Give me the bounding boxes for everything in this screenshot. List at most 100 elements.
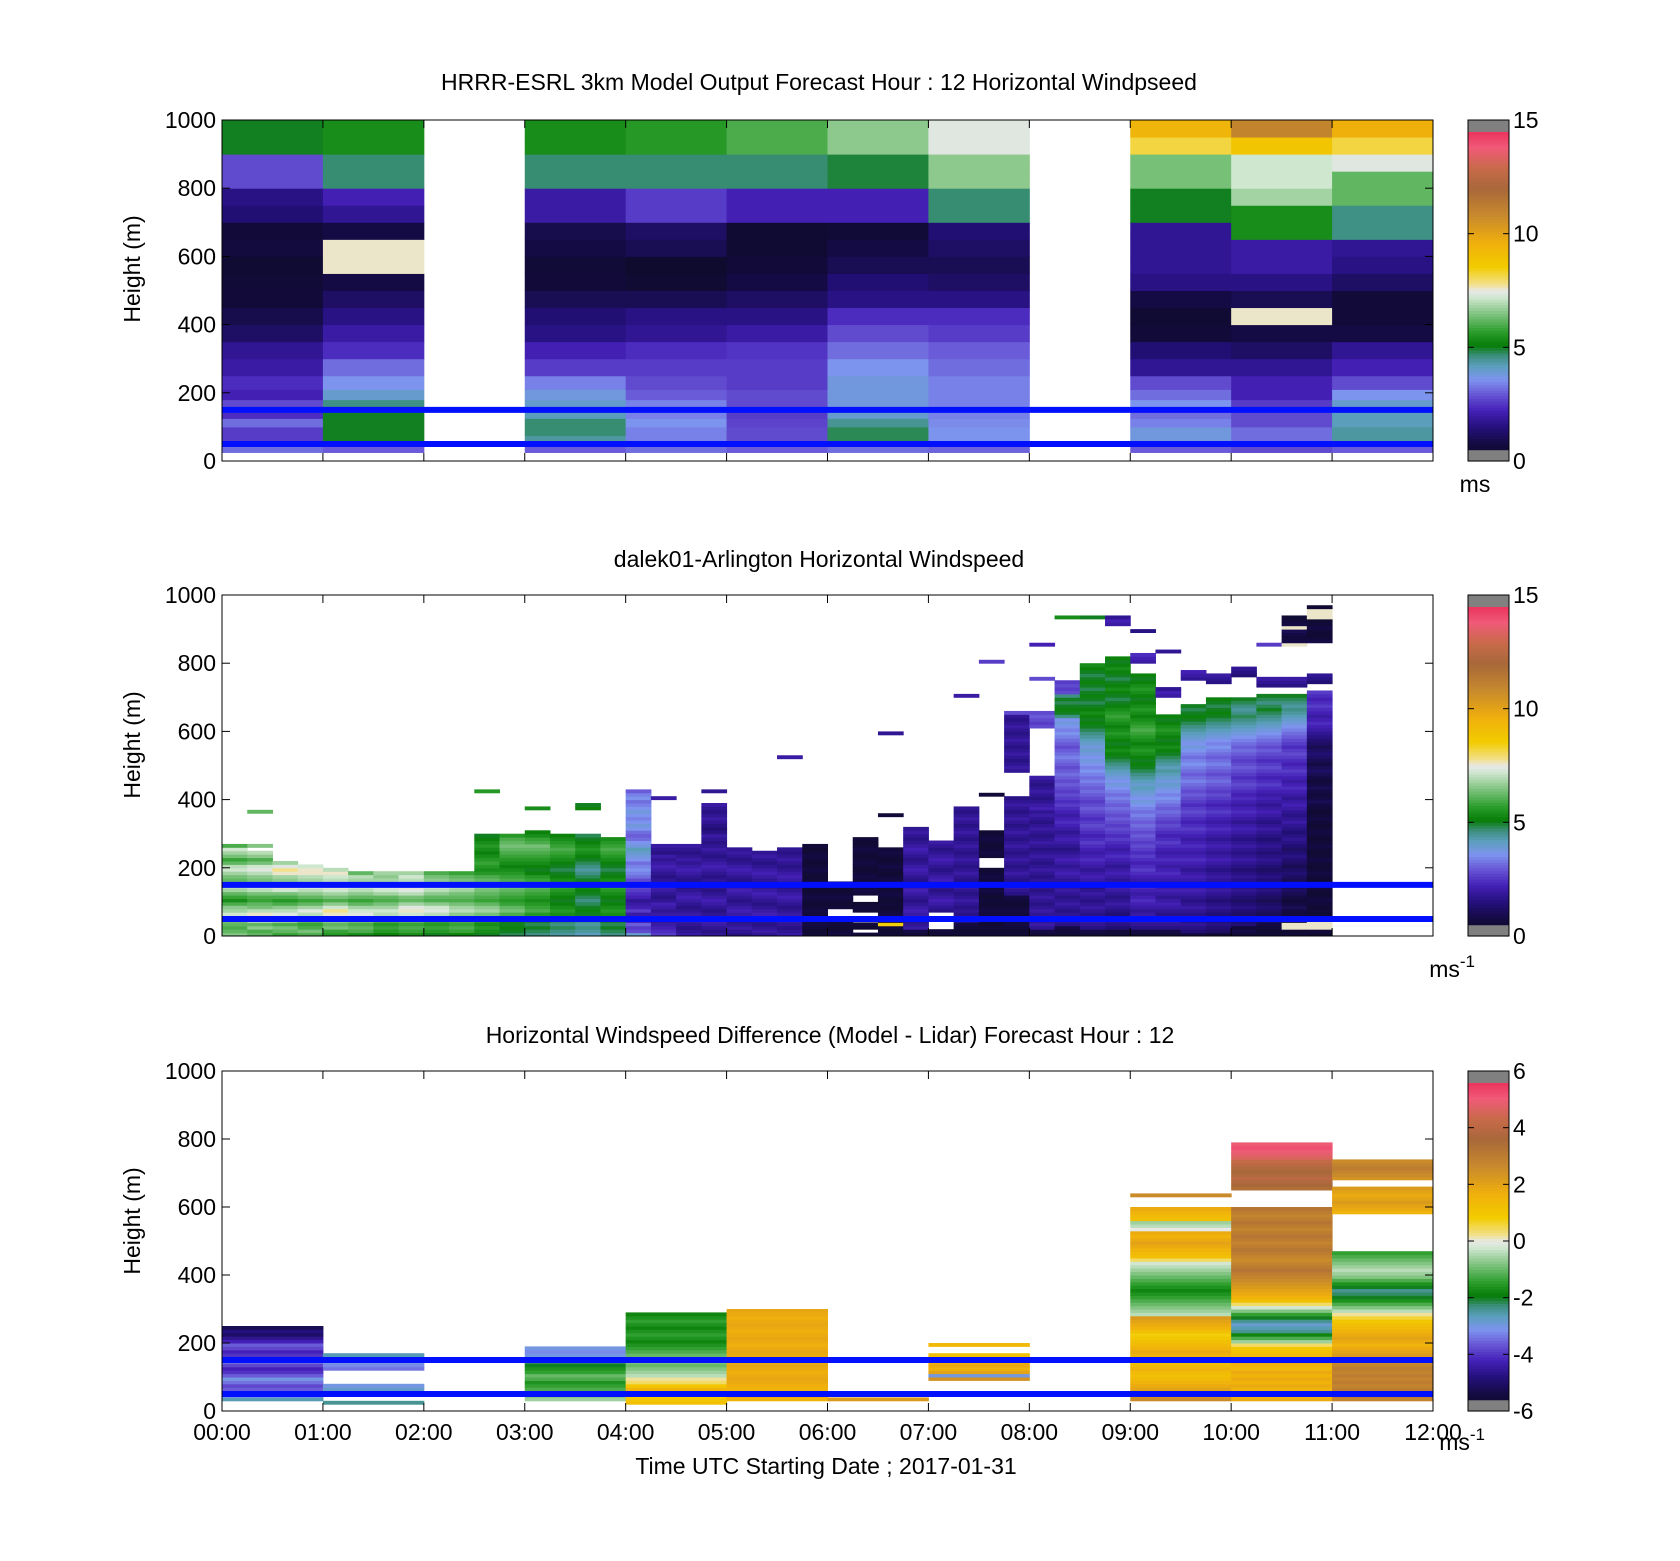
- heatmap-cell: [928, 850, 955, 855]
- heatmap-cell: [373, 932, 400, 937]
- heatmap-cell: [1231, 806, 1257, 811]
- heatmap-cell: [852, 922, 879, 927]
- heatmap-cell: [222, 1397, 324, 1402]
- heatmap-cell: [222, 188, 324, 206]
- colorbar-frame: [1467, 119, 1510, 462]
- heatmap-cell: [449, 874, 475, 879]
- colorbar-swatch: [1468, 1382, 1509, 1387]
- heatmap-cell: [1306, 673, 1333, 678]
- heatmap-cell: [625, 864, 652, 869]
- colorbar-swatch: [1468, 262, 1509, 266]
- heatmap-cell: [852, 860, 879, 865]
- heatmap-cell: [1332, 1339, 1434, 1344]
- colorbar-swatch: [1468, 893, 1509, 897]
- heatmap-cell: [1105, 833, 1131, 838]
- heatmap-cell: [1130, 789, 1156, 794]
- heatmap-cell: [701, 891, 728, 896]
- heatmap-cell: [1054, 867, 1081, 872]
- heatmap-cell: [1105, 727, 1131, 732]
- heatmap-cell: [625, 874, 652, 879]
- heatmap-cell: [1155, 768, 1182, 773]
- heatmap-cell: [726, 898, 753, 903]
- heatmap-cell: [751, 929, 778, 934]
- colorbar-swatch: [1468, 151, 1509, 155]
- heatmap-cell: [1029, 843, 1056, 848]
- colorbar-swatch: [1468, 657, 1509, 661]
- heatmap-cell: [449, 891, 475, 896]
- heatmap-cell: [625, 418, 728, 428]
- heatmap-cell: [726, 847, 753, 852]
- colorbar-swatch: [1468, 378, 1509, 383]
- heatmap-cell: [1130, 1353, 1232, 1358]
- heatmap-cell: [903, 901, 929, 906]
- colorbar-swatch: [1468, 646, 1509, 650]
- heatmap-cell: [928, 1377, 1030, 1381]
- heatmap-cell: [1054, 857, 1081, 862]
- heatmap-cell: [524, 922, 551, 927]
- heatmap-cell: [600, 912, 627, 917]
- heatmap-cell: [928, 905, 955, 910]
- heatmap-cell: [928, 1353, 1030, 1358]
- colorbar-swatch: [1468, 640, 1509, 644]
- colorbar-swatch: [1468, 1232, 1509, 1236]
- heatmap-cell: [1231, 358, 1333, 377]
- heatmap-cell: [1180, 727, 1207, 732]
- heatmap-cell: [1054, 901, 1081, 906]
- colorbar-swatch: [1468, 1286, 1509, 1290]
- heatmap-cell: [1130, 714, 1156, 719]
- heatmap-cell: [1332, 1387, 1434, 1392]
- heatmap-cell: [322, 409, 425, 419]
- heatmap-cell: [1079, 666, 1106, 671]
- heatmap-cell: [222, 389, 324, 401]
- heatmap-cell: [1180, 925, 1207, 930]
- heatmap-cell: [322, 898, 349, 903]
- heatmap-cell: [524, 837, 551, 842]
- heatmap-cell: [575, 843, 601, 848]
- heatmap-cell: [1155, 724, 1182, 729]
- heatmap-cell: [726, 891, 753, 896]
- heatmap-cell: [827, 256, 929, 274]
- heatmap-cell: [827, 905, 854, 910]
- heatmap-cell: [1130, 341, 1232, 360]
- heatmap-cell: [953, 922, 980, 927]
- heatmap-cell: [1231, 1387, 1333, 1392]
- heatmap-cell: [1306, 912, 1333, 917]
- heatmap-cell: [1205, 779, 1232, 784]
- heatmap-cell: [1231, 1230, 1333, 1235]
- colorbar-swatch: [1468, 125, 1509, 130]
- x-tick-label: 05:00: [698, 1419, 756, 1445]
- heatmap-cell: [1281, 779, 1308, 784]
- heatmap-cell: [1205, 922, 1232, 927]
- heatmap-cell: [1054, 700, 1081, 705]
- heatmap-cell: [726, 290, 828, 309]
- heatmap-cell: [600, 925, 627, 930]
- x-axis-ticks: [221, 595, 1434, 936]
- colorbar-swatch: [1468, 779, 1509, 784]
- colorbar-swatch: [1468, 162, 1509, 167]
- heatmap-cell: [1306, 714, 1333, 719]
- heatmap-cell: [1231, 1302, 1333, 1307]
- heatmap-cell: [1130, 792, 1156, 797]
- heatmap-cell: [827, 929, 854, 934]
- heatmap-cell: [1079, 741, 1106, 746]
- heatmap-cell: [650, 925, 677, 930]
- heatmap-cell: [650, 895, 677, 899]
- heatmap-cell: [1130, 837, 1156, 842]
- heatmap-cell: [903, 843, 929, 848]
- heatmap-cell: [928, 443, 1030, 453]
- heatmap-cell: [827, 389, 929, 401]
- colorbar-swatch: [1468, 930, 1509, 934]
- heatmap-cell: [701, 857, 728, 862]
- heatmap-cell: [1105, 782, 1131, 787]
- heatmap-cell: [1079, 775, 1106, 780]
- heatmap-cell: [1231, 758, 1257, 763]
- heatmap-cell: [625, 878, 652, 882]
- heatmap-cell: [1231, 1295, 1333, 1300]
- heatmap-cell: [1004, 874, 1030, 879]
- colorbar-swatch: [1468, 700, 1509, 704]
- heatmap-cell: [751, 867, 778, 872]
- heatmap-cell: [625, 895, 652, 899]
- heatmap-cell: [1231, 820, 1257, 824]
- heatmap-cell: [1004, 888, 1030, 893]
- heatmap-cell: [650, 850, 677, 855]
